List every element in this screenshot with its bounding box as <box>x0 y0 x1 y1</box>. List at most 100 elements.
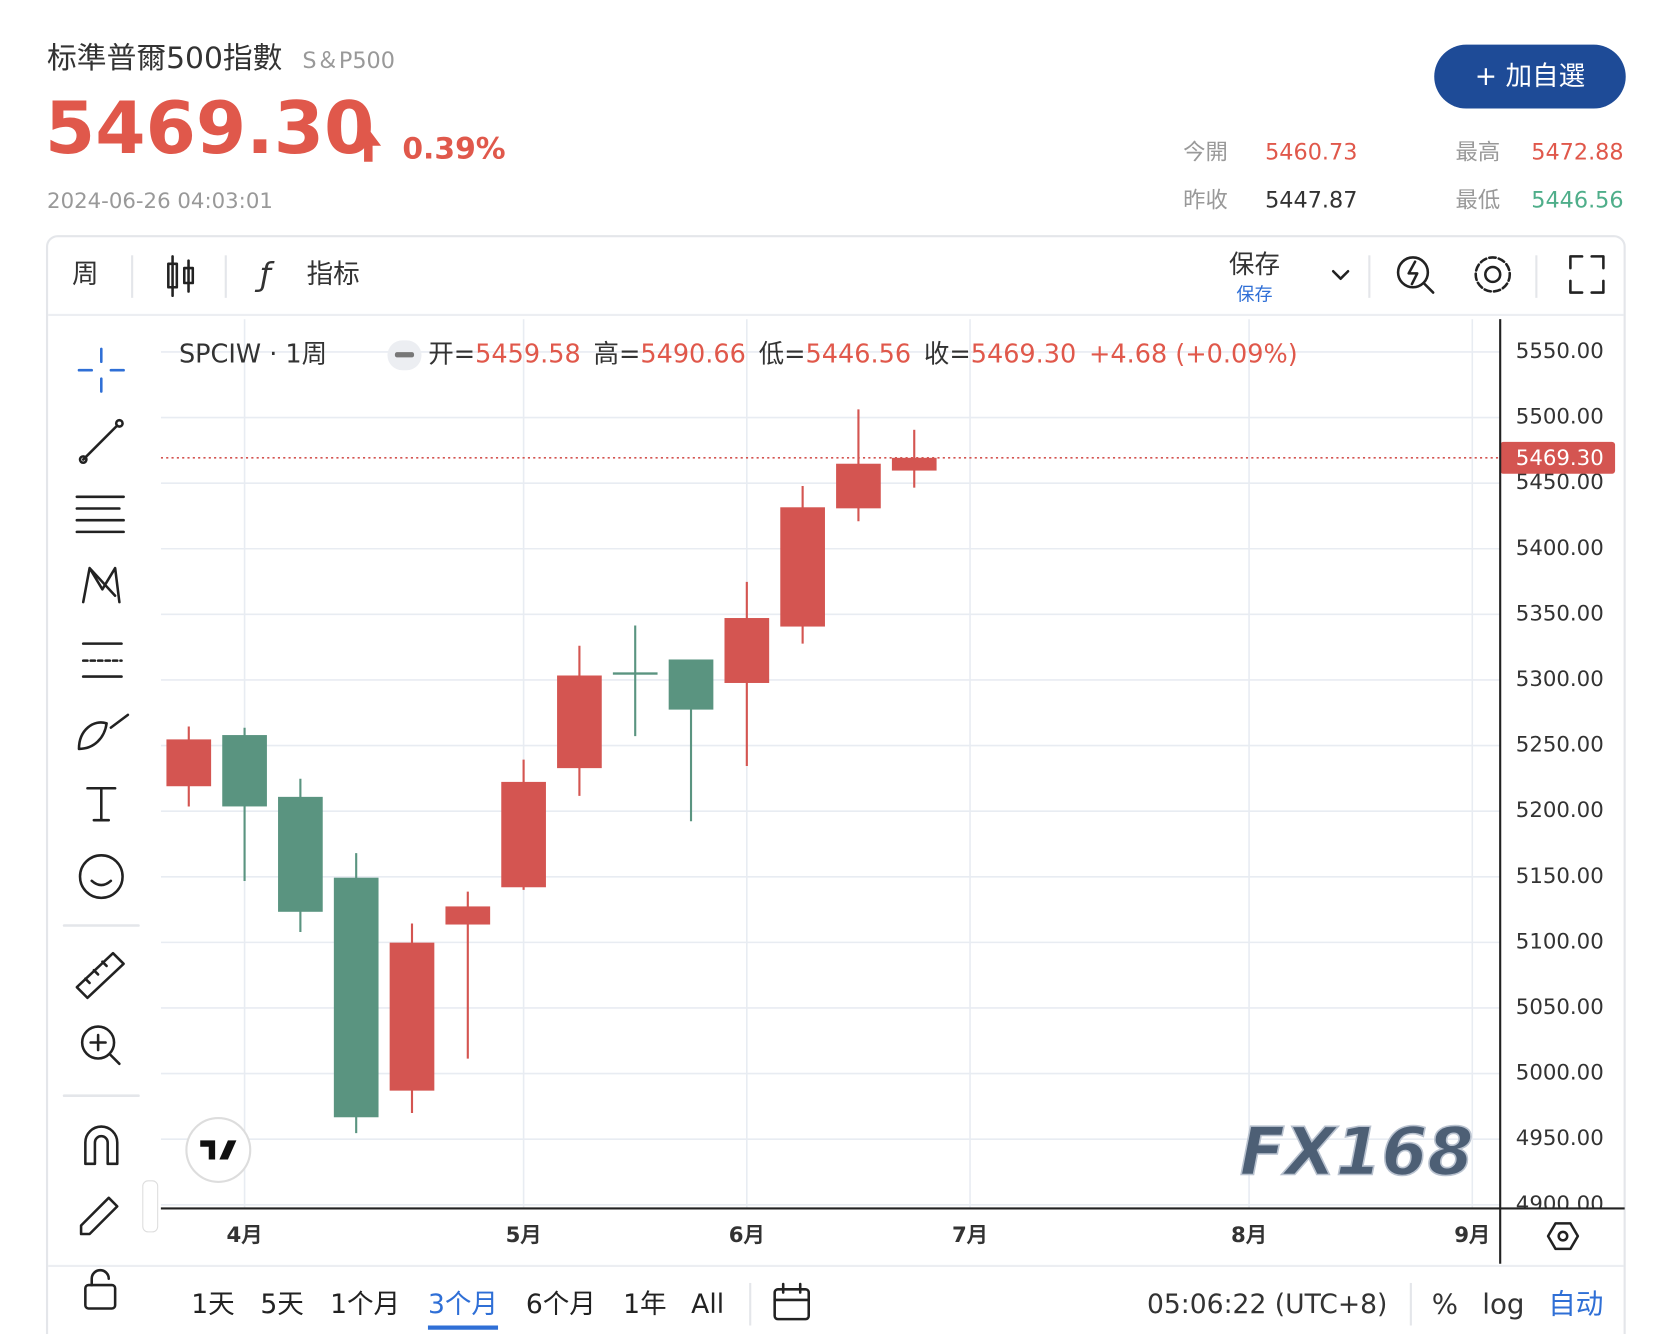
y-tick-label: 5250.00 <box>1516 733 1604 758</box>
candle-body <box>333 877 379 1118</box>
last-price-tag <box>1500 441 1616 474</box>
up-arrow <box>355 128 382 162</box>
x-tick-label: 5月 <box>506 1223 542 1248</box>
y-tick-label: 5550.00 <box>1516 339 1604 364</box>
last-price-label: 5469.30 <box>1516 446 1604 471</box>
legend-open-label: 开= <box>428 339 475 369</box>
brush-tool[interactable] <box>77 713 130 751</box>
range-button[interactable]: 1个月 <box>330 1289 400 1320</box>
range-underline <box>427 1325 499 1330</box>
stat-label: 昨收 <box>1183 188 1228 214</box>
text-tool[interactable] <box>86 786 117 822</box>
line-tool[interactable] <box>78 418 124 465</box>
candle-body <box>445 906 491 925</box>
plot-clip: 4900.00 4950.00 5000.00 5050.00 5100.00 5150.… <box>160 319 1604 1217</box>
range-button[interactable]: 3个月 <box>428 1289 498 1320</box>
range-button[interactable]: All <box>691 1289 724 1320</box>
candle-body <box>389 942 435 1091</box>
y-tick-label: 5450.00 <box>1516 470 1604 495</box>
stat-value: 5446.56 <box>1531 188 1623 214</box>
range-button[interactable]: 5天 <box>260 1289 304 1320</box>
stat-label: 最高 <box>1456 140 1501 166</box>
y-tick-label: 5150.00 <box>1516 864 1604 889</box>
legend-low: 5446.56 <box>806 339 912 369</box>
y-tick-label: 5050.00 <box>1516 995 1604 1020</box>
forecast-tool[interactable] <box>81 642 123 678</box>
stat-value: 5447.87 <box>1265 188 1357 214</box>
range-button[interactable]: 6个月 <box>526 1289 596 1320</box>
clock: 05:06:22 (UTC+8) <box>1147 1289 1387 1320</box>
magnet-tool[interactable] <box>84 1125 119 1166</box>
y-tick-label: 5350.00 <box>1516 601 1604 626</box>
pattern-tool[interactable] <box>81 566 121 604</box>
price: 5469.30 <box>45 87 374 171</box>
drawing-tools <box>62 347 140 1310</box>
legend-close: 5469.30 <box>971 339 1077 369</box>
x-tick-label: 8月 <box>1231 1223 1267 1248</box>
x-tick-label: 6月 <box>729 1223 765 1248</box>
lock-tool[interactable] <box>84 1268 117 1310</box>
add-button[interactable]: + 加自選 <box>1434 44 1626 109</box>
timestamp: 2024-06-26 04:03:01 <box>47 189 273 214</box>
indicators[interactable]: 指标 <box>307 259 360 290</box>
change: 0.39% <box>402 131 505 166</box>
stat-value: 5472.88 <box>1531 140 1623 166</box>
candle-icon[interactable] <box>167 255 195 298</box>
candle-body <box>222 735 267 807</box>
legend-symbol: SPCIW · 1周 <box>179 339 327 369</box>
lock-draw-tool[interactable] <box>79 1196 119 1236</box>
collapse-handle[interactable] <box>142 1180 159 1233</box>
axis-settings[interactable] <box>1546 1222 1580 1251</box>
candle-body <box>836 463 881 509</box>
dropdown[interactable] <box>1331 269 1350 280</box>
crosshair-tool[interactable] <box>77 347 125 393</box>
interval[interactable]: 周 <box>72 259 99 290</box>
x-tick-label: 7月 <box>952 1223 988 1248</box>
emoji-tool[interactable] <box>78 854 124 900</box>
stat-label: 今開 <box>1183 140 1228 166</box>
logo-mark <box>200 1140 237 1160</box>
stat-value: 5460.73 <box>1265 140 1357 166</box>
y-tick-label: 5000.00 <box>1516 1061 1604 1086</box>
fx-icon[interactable]: ƒ <box>254 256 275 294</box>
auto-button[interactable]: 自动 <box>1548 1287 1603 1320</box>
ruler-tool[interactable] <box>75 951 125 1000</box>
range-button[interactable]: 1天 <box>191 1289 235 1320</box>
save[interactable]: 保存 <box>1229 250 1280 280</box>
zoom-tool[interactable] <box>80 1025 121 1066</box>
logo-circle <box>185 1116 252 1183</box>
candle-body <box>668 659 714 710</box>
y-tick-label: 5100.00 <box>1516 929 1604 954</box>
alert-icon[interactable] <box>1396 256 1435 294</box>
legend-high: 5490.66 <box>640 339 746 369</box>
fib-tool[interactable] <box>75 495 125 534</box>
fullscreen-icon[interactable] <box>1569 255 1605 294</box>
y-tick-label: 4900.00 <box>1516 1192 1604 1217</box>
y-tick-label: 5300.00 <box>1516 667 1604 692</box>
legend-change: +4.68 (+0.09%) <box>1089 339 1298 369</box>
candle-body <box>891 457 937 471</box>
y-tick-label: 4950.00 <box>1516 1126 1604 1151</box>
candle-body <box>557 675 602 769</box>
plot: 4900.00 4950.00 5000.00 5050.00 5100.00 5150.… <box>160 319 1616 1248</box>
watermark: FX168 <box>1240 1113 1474 1190</box>
settings-icon[interactable] <box>1474 256 1512 293</box>
tv-logo[interactable] <box>185 1116 252 1183</box>
chart-frame <box>45 235 1626 1334</box>
candle-body <box>780 507 825 627</box>
button-label[interactable]: + 加自選 <box>1475 61 1585 92</box>
log-button[interactable]: log <box>1482 1287 1524 1320</box>
symbol: S＆P500 <box>302 48 395 74</box>
range-button[interactable]: 1年 <box>623 1289 667 1320</box>
goto-date[interactable] <box>773 1282 811 1321</box>
candle-body <box>724 618 770 683</box>
title: 标準普爾500指數 <box>47 41 282 76</box>
candle-body <box>612 672 658 675</box>
legend: SPCIW · 1周 开=5459.58 高=5490.66 低=5446.56 收=5… <box>179 339 1298 369</box>
y-tick-label: 5500.00 <box>1516 405 1604 430</box>
stat-label: 最低 <box>1456 188 1501 214</box>
legend-close-label: 收= <box>924 339 971 369</box>
candle-body <box>501 781 546 888</box>
percent-button[interactable]: % <box>1432 1287 1458 1320</box>
